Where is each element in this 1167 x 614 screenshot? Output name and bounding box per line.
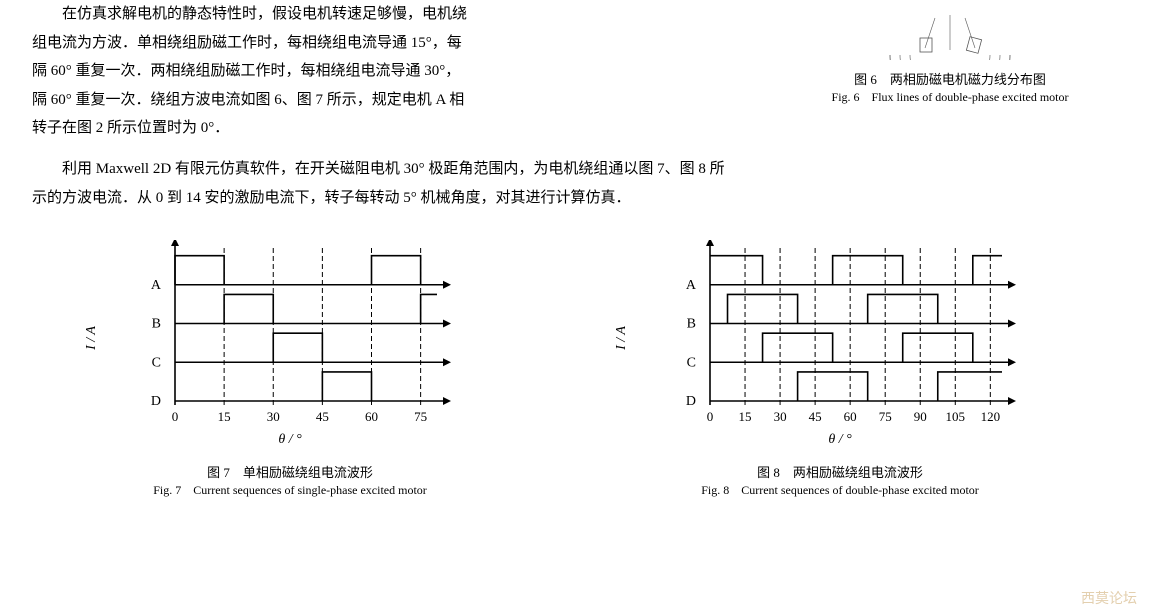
svg-text:30: 30 bbox=[774, 409, 787, 424]
p1-l1: 在仿真求解电机的静态特性时，假设电机转速足够慢，电机绕 bbox=[62, 6, 467, 22]
svg-text:0: 0 bbox=[707, 409, 714, 424]
fig8-xlabel: θ / ° bbox=[620, 432, 1060, 448]
p1-l3: 隔 60° 重复一次．两相绕组励磁工作时，每相绕组电流导通 30°， bbox=[32, 63, 460, 79]
svg-text:15: 15 bbox=[218, 409, 231, 424]
p2-l2: 示的方波电流．从 0 到 14 安的激励电流下，转子每转动 5° 机械角度，对其… bbox=[32, 190, 631, 206]
svg-text:D: D bbox=[151, 394, 161, 409]
svg-text:B: B bbox=[152, 317, 161, 332]
fig7-xlabel: θ / ° bbox=[90, 432, 490, 448]
p1-l4: 隔 60° 重复一次．绕组方波电流如图 6、图 7 所示，规定电机 A 相 bbox=[32, 92, 464, 108]
svg-text:120: 120 bbox=[981, 409, 1001, 424]
paragraph-2: 利用 Maxwell 2D 有限元仿真软件，在开关磁阻电机 30° 极距角范围内… bbox=[32, 155, 1127, 212]
fig8-ylabel: I / A bbox=[614, 326, 630, 350]
fig7-caption-en: Fig. 7 Current sequences of single-phase… bbox=[90, 481, 490, 498]
fig7-chart: A B C D0 15 30 45 60 75 bbox=[125, 240, 455, 430]
svg-text:C: C bbox=[152, 355, 161, 370]
svg-text:45: 45 bbox=[316, 409, 329, 424]
p1-l2: 组电流为方波．单相绕组励磁工作时，每相绕组电流导通 15°，每 bbox=[32, 35, 462, 51]
svg-text:90: 90 bbox=[914, 409, 927, 424]
fig8-caption-en: Fig. 8 Current sequences of double-phase… bbox=[620, 481, 1060, 498]
svg-text:75: 75 bbox=[414, 409, 427, 424]
watermark: 西莫论坛 bbox=[1081, 588, 1137, 608]
p2-l1: 利用 Maxwell 2D 有限元仿真软件，在开关磁阻电机 30° 极距角范围内… bbox=[62, 161, 725, 177]
svg-text:C: C bbox=[687, 355, 696, 370]
svg-text:15: 15 bbox=[739, 409, 752, 424]
fig6-caption-en: Fig. 6 Flux lines of double-phase excite… bbox=[770, 88, 1130, 105]
svg-text:D: D bbox=[686, 394, 696, 409]
svg-text:B: B bbox=[687, 317, 696, 332]
svg-text:A: A bbox=[151, 278, 162, 293]
fig7-caption-cn: 图 7 单相励磁绕组电流波形 bbox=[90, 462, 490, 481]
svg-text:45: 45 bbox=[809, 409, 822, 424]
svg-text:60: 60 bbox=[844, 409, 857, 424]
svg-text:60: 60 bbox=[365, 409, 378, 424]
fig8-chart: A B C D0 15 30 45 60 75 90 105 120 bbox=[660, 240, 1020, 430]
flux-lines-icon bbox=[875, 0, 1025, 60]
svg-text:A: A bbox=[686, 278, 697, 293]
svg-text:0: 0 bbox=[172, 409, 179, 424]
fig6-caption-cn: 图 6 两相励磁电机磁力线分布图 bbox=[770, 69, 1130, 88]
figure-6: 图 6 两相励磁电机磁力线分布图 Fig. 6 Flux lines of do… bbox=[770, 0, 1130, 105]
fig7-ylabel: I / A bbox=[84, 326, 100, 350]
figure-8: I / A ABCD0153045607590105120 θ / ° 图 8 … bbox=[620, 240, 1060, 498]
fig8-caption-cn: 图 8 两相励磁绕组电流波形 bbox=[620, 462, 1060, 481]
svg-text:105: 105 bbox=[946, 409, 966, 424]
svg-text:30: 30 bbox=[267, 409, 280, 424]
p1-l5: 转子在图 2 所示位置时为 0°． bbox=[32, 120, 229, 136]
paragraph-1: 在仿真求解电机的静态特性时，假设电机转速足够慢，电机绕 组电流为方波．单相绕组励… bbox=[32, 0, 732, 143]
svg-text:75: 75 bbox=[879, 409, 892, 424]
figure-7: I / A ABCD01530456075 θ / ° 图 7 单相励磁绕组电流… bbox=[90, 240, 490, 498]
